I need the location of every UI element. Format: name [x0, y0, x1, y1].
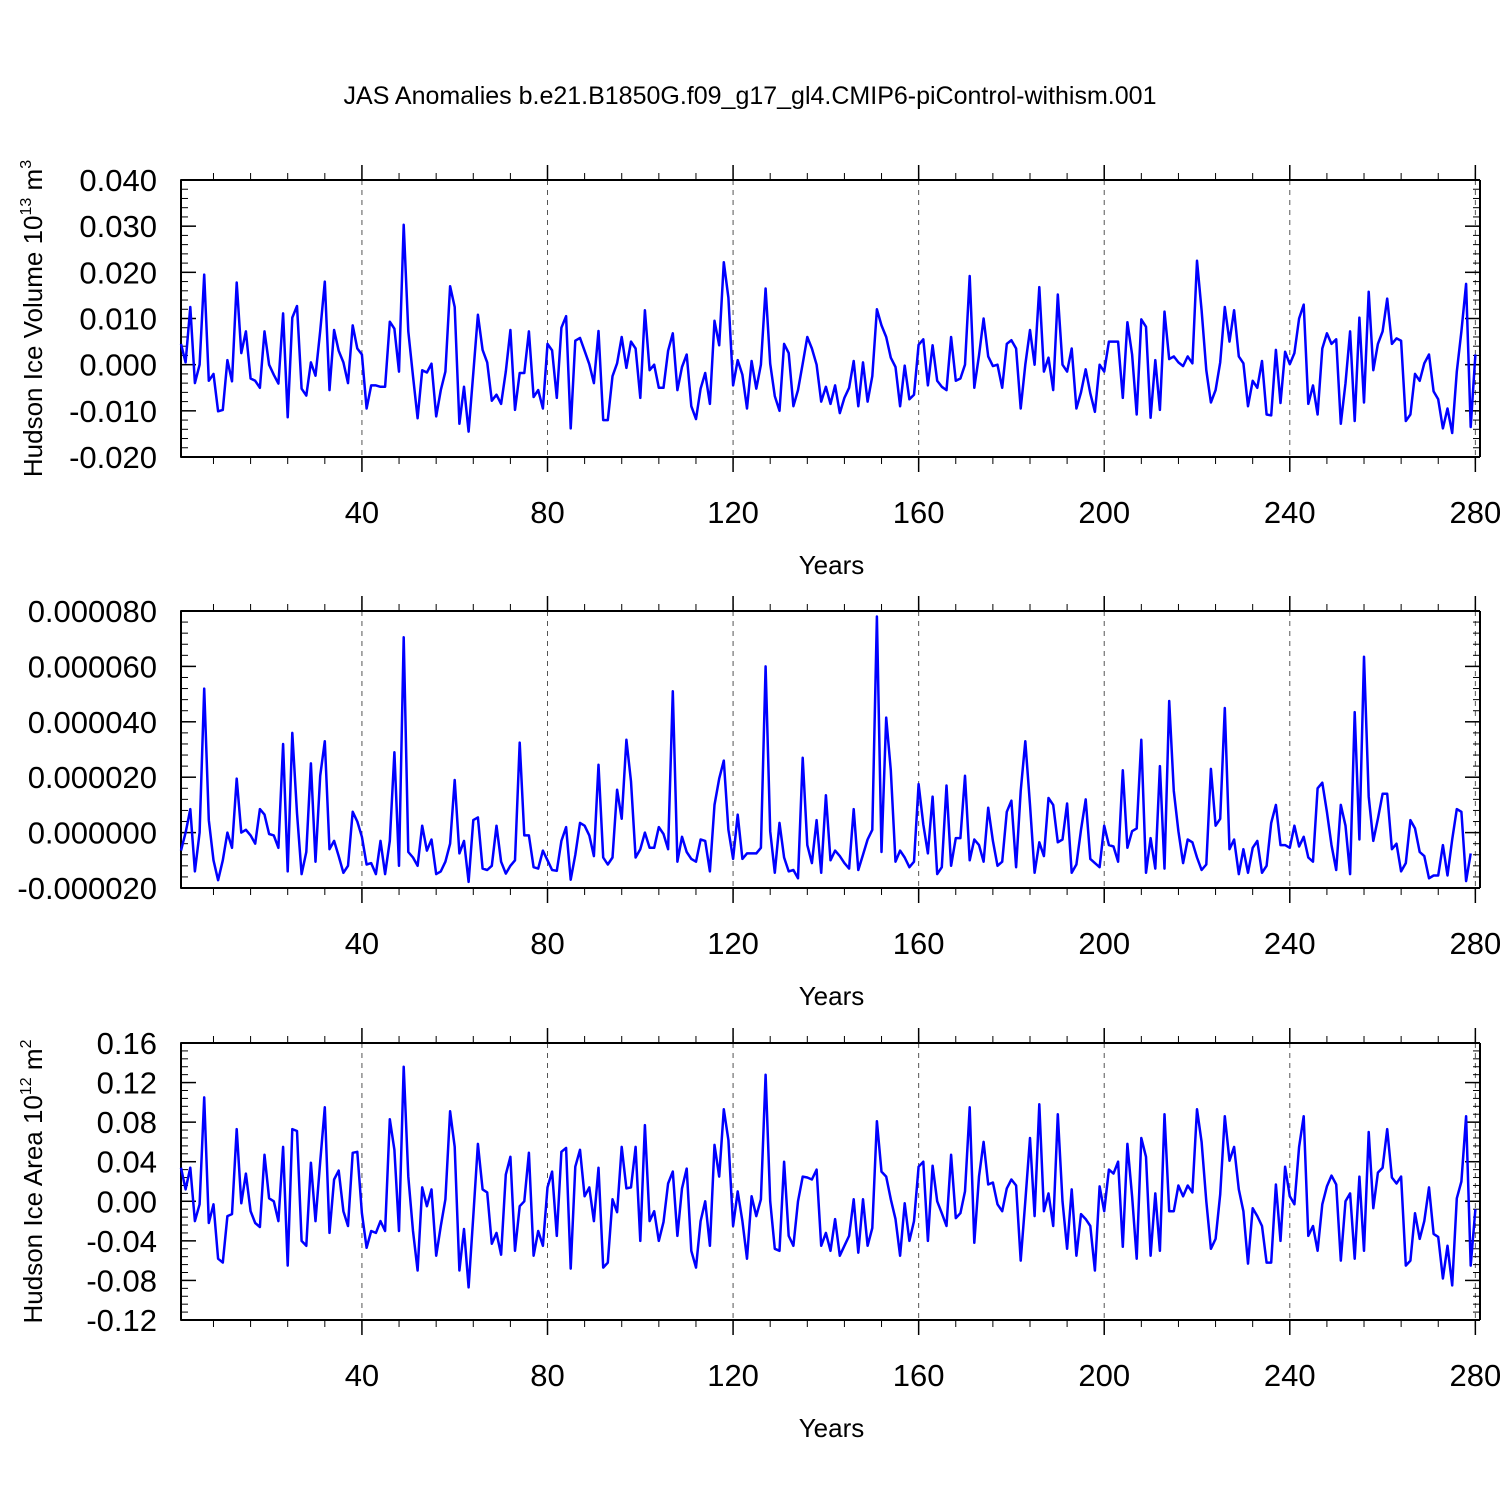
x-axis-title: Years: [799, 1413, 865, 1443]
y-tick-label: 0.04: [97, 1145, 157, 1180]
chart-panel-2: -0.000020 0.000000 0.000020 0.000040 0.00006…: [17, 594, 1500, 1011]
y-tick-label: 0.030: [79, 209, 157, 244]
y-tick-label: 0.08: [97, 1105, 157, 1140]
x-tick-label: 200: [1078, 1358, 1130, 1393]
y-axis-title: Hudson Ice Volume 1013 m3: [18, 160, 48, 477]
y-tick-label: -0.04: [86, 1224, 157, 1259]
y-tick-label: 0.00: [97, 1184, 157, 1219]
chart-panel-3: -0.12 -0.08 -0.04 0.00 0.04 0.08 0.12 0.16 40 80 1…: [18, 1026, 1500, 1443]
x-axis-title: Years: [799, 981, 865, 1011]
y-tick-label: 0.16: [97, 1026, 157, 1061]
x-tick-label: 160: [893, 1358, 945, 1393]
chart-panel-1: -0.020 -0.010 0.000 0.010 0.020 0.030 0.040 40 8…: [18, 160, 1500, 580]
y-tick-label: 0.020: [79, 255, 157, 290]
x-tick-label: 240: [1264, 495, 1316, 530]
y-tick-label: -0.000020: [17, 871, 157, 906]
y-tick-label: 0.040: [79, 163, 157, 198]
y-tick-label: -0.020: [69, 440, 157, 475]
y-tick-label: 0.000: [79, 348, 157, 383]
y-tick-label: 0.010: [79, 302, 157, 337]
y-tick-label: 0.000060: [28, 649, 157, 684]
x-tick-label: 120: [707, 495, 759, 530]
y-tick-label: 0.000020: [28, 760, 157, 795]
y-tick-label: -0.12: [86, 1303, 157, 1338]
y-tick-label: 0.12: [97, 1066, 157, 1101]
x-axis-title: Years: [799, 550, 865, 580]
x-tick-label: 200: [1078, 495, 1130, 530]
x-tick-label: 160: [893, 495, 945, 530]
y-axis-title: Hudson Ice Area 1012 m2: [18, 1039, 48, 1323]
x-tick-label: 240: [1264, 926, 1316, 961]
x-tick-label: 80: [530, 926, 564, 961]
x-tick-label: 200: [1078, 926, 1130, 961]
series-line-1: [179, 615, 1472, 884]
chart-title: JAS Anomalies b.e21.B1850G.f09_g17_gl4.C…: [343, 82, 1157, 110]
series-line-1: [179, 1065, 1477, 1289]
x-tick-label: 280: [1449, 1358, 1500, 1393]
y-tick-label: 0.000080: [28, 594, 157, 629]
x-tick-label: 40: [345, 1358, 379, 1393]
series-line-1: [179, 223, 1477, 435]
x-tick-label: 40: [345, 495, 379, 530]
x-tick-label: 40: [345, 926, 379, 961]
x-tick-label: 80: [530, 495, 564, 530]
y-tick-label: 0.000040: [28, 705, 157, 740]
x-tick-label: 280: [1449, 926, 1500, 961]
y-tick-label: -0.010: [69, 394, 157, 429]
y-tick-label: 0.000000: [28, 816, 157, 851]
x-tick-label: 280: [1449, 495, 1500, 530]
x-tick-label: 120: [707, 1358, 759, 1393]
x-tick-label: 240: [1264, 1358, 1316, 1393]
y-tick-label: -0.08: [86, 1263, 157, 1298]
x-tick-label: 160: [893, 926, 945, 961]
x-tick-label: 80: [530, 1358, 564, 1393]
x-tick-label: 120: [707, 926, 759, 961]
